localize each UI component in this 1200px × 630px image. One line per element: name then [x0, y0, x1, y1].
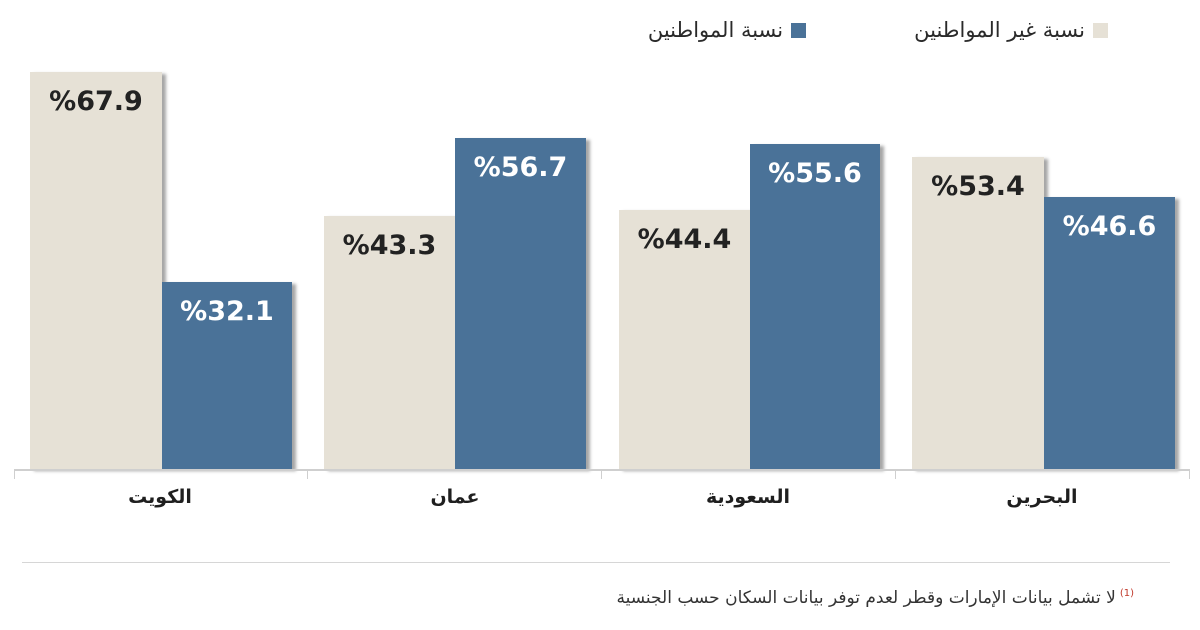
bar-bahrain-non-citizens: %53.4	[912, 157, 1044, 469]
bar-value-label: %32.1	[180, 296, 274, 327]
x-axis-tick	[1189, 469, 1190, 479]
legend-item-non-citizens: نسبة غير المواطنين	[914, 18, 1108, 42]
bar-kuwait-citizens: %32.1	[162, 282, 292, 469]
footnote-divider	[22, 562, 1170, 563]
footnote-text: لا تشمل بيانات الإمارات وقطر لعدم توفر ب…	[616, 588, 1116, 608]
legend-label-non-citizens: نسبة غير المواطنين	[914, 18, 1085, 42]
bar-kuwait-non-citizens: %67.9	[30, 72, 162, 469]
bar-oman-citizens: %56.7	[455, 138, 586, 469]
x-axis-tick	[601, 469, 602, 479]
x-axis-tick	[307, 469, 308, 479]
bar-value-label: %44.4	[637, 224, 732, 255]
x-axis-line	[14, 469, 1190, 471]
bar-bahrain-citizens: %46.6	[1044, 197, 1175, 469]
bar-saudi-citizens: %55.6	[750, 144, 880, 469]
bar-value-label: %55.6	[768, 158, 862, 189]
legend-swatch-citizens	[791, 22, 807, 38]
footnote-marker: (1)	[1119, 588, 1134, 600]
category-label-oman: عمان	[430, 486, 480, 508]
category-label-saudi: السعودية	[705, 486, 791, 508]
bar-value-label: %56.7	[473, 152, 568, 183]
bar-saudi-non-citizens: %44.4	[619, 210, 750, 469]
category-label-bahrain: البحرين	[1006, 486, 1078, 508]
legend-swatch-non-citizens	[1093, 22, 1108, 38]
legend-label-citizens: نسبة المواطنين	[647, 18, 784, 42]
x-axis-tick	[14, 469, 15, 479]
bar-oman-non-citizens: %43.3	[324, 216, 455, 469]
bar-value-label: %67.9	[49, 86, 143, 117]
legend-item-citizens: نسبة المواطنين	[647, 18, 807, 42]
bar-value-label: %53.4	[931, 171, 1025, 202]
footnote: (1)لا تشمل بيانات الإمارات وقطر لعدم توف…	[617, 588, 1135, 608]
x-axis-tick	[895, 469, 896, 479]
bar-value-label: %46.6	[1062, 211, 1157, 242]
bar-value-label: %43.3	[342, 230, 437, 261]
category-label-kuwait: الكويت	[128, 486, 192, 508]
chart-legend: نسبة غير المواطنين نسبة المواطنين	[648, 16, 1108, 44]
